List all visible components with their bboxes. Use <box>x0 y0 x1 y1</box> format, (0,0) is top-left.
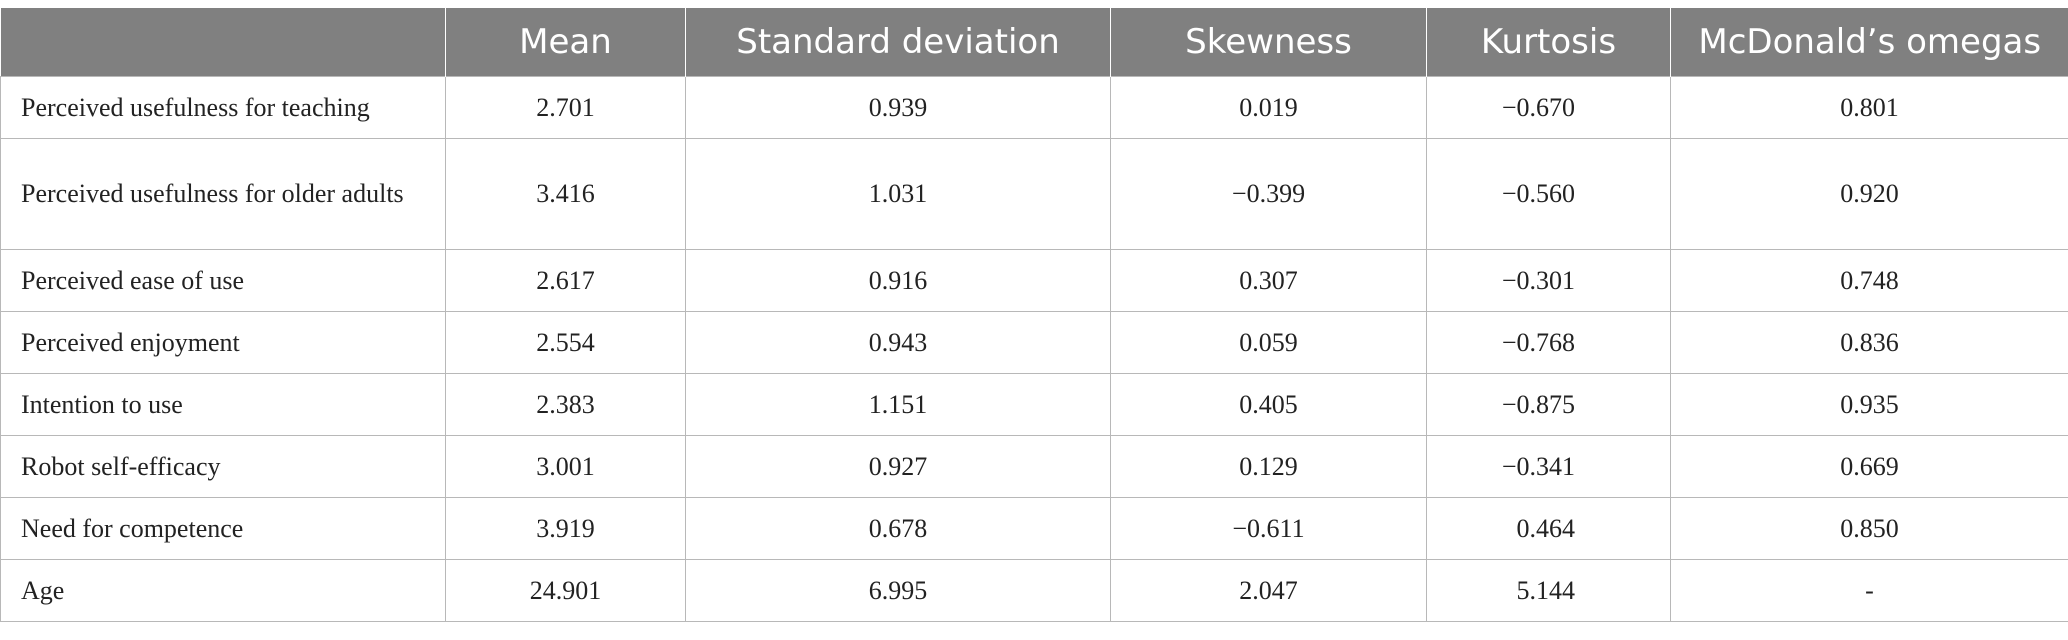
kurtosis-cell: −0.560 <box>1426 138 1671 250</box>
row-label: Age <box>0 559 446 622</box>
table-row: Perceived usefulness for teaching 2.701 … <box>0 76 2068 139</box>
omega-cell: - <box>1670 559 2068 622</box>
mean-cell: 3.416 <box>445 138 686 250</box>
header-cell-skewness: Skewness <box>1110 8 1427 77</box>
omega-cell: 0.669 <box>1670 435 2068 498</box>
header-row: Mean Standard deviation Skewness Kurtosi… <box>0 8 2068 77</box>
table-row: Need for competence 3.919 0.678 −0.611 0… <box>0 497 2068 560</box>
header-cell-mcdonalds-omegas: McDonald’s omegas <box>1670 8 2068 77</box>
omega-cell: 0.801 <box>1670 76 2068 139</box>
header-cell-standard-deviation: Standard deviation <box>685 8 1111 77</box>
kurtosis-cell: −0.670 <box>1426 76 1671 139</box>
skewness-cell: −0.399 <box>1110 138 1427 250</box>
sd-cell: 0.916 <box>685 249 1111 312</box>
table-row: Perceived enjoyment 2.554 0.943 0.059 −0… <box>0 311 2068 374</box>
skewness-cell: 2.047 <box>1110 559 1427 622</box>
mean-cell: 2.701 <box>445 76 686 139</box>
table-row: Perceived usefulness for older adults 3.… <box>0 138 2068 250</box>
table-row: Perceived ease of use 2.617 0.916 0.307 … <box>0 249 2068 312</box>
descriptive-statistics-table: Mean Standard deviation Skewness Kurtosi… <box>0 8 2068 622</box>
sd-cell: 1.151 <box>685 373 1111 436</box>
row-label: Need for competence <box>0 497 446 560</box>
mean-cell: 2.617 <box>445 249 686 312</box>
descriptive-statistics-table-container: Mean Standard deviation Skewness Kurtosi… <box>0 8 2068 622</box>
sd-cell: 0.927 <box>685 435 1111 498</box>
kurtosis-cell: −0.301 <box>1426 249 1671 312</box>
skewness-cell: −0.611 <box>1110 497 1427 560</box>
sd-cell: 0.939 <box>685 76 1111 139</box>
kurtosis-cell: 5.144 <box>1426 559 1671 622</box>
skewness-cell: 0.129 <box>1110 435 1427 498</box>
omega-cell: 0.935 <box>1670 373 2068 436</box>
mean-cell: 2.383 <box>445 373 686 436</box>
omega-cell: 0.748 <box>1670 249 2068 312</box>
skewness-cell: 0.059 <box>1110 311 1427 374</box>
sd-cell: 1.031 <box>685 138 1111 250</box>
omega-cell: 0.836 <box>1670 311 2068 374</box>
table-row: Robot self-efficacy 3.001 0.927 0.129 −0… <box>0 435 2068 498</box>
table-header: Mean Standard deviation Skewness Kurtosi… <box>0 8 2068 77</box>
row-label: Perceived usefulness for older adults <box>0 138 446 250</box>
header-cell-kurtosis: Kurtosis <box>1426 8 1671 77</box>
row-label: Perceived usefulness for teaching <box>0 76 446 139</box>
table-row: Intention to use 2.383 1.151 0.405 −0.87… <box>0 373 2068 436</box>
sd-cell: 0.943 <box>685 311 1111 374</box>
table-row: Age 24.901 6.995 2.047 5.144 - <box>0 559 2068 622</box>
header-cell-mean: Mean <box>445 8 686 77</box>
table-body: Perceived usefulness for teaching 2.701 … <box>0 76 2068 622</box>
kurtosis-cell: −0.768 <box>1426 311 1671 374</box>
mean-cell: 24.901 <box>445 559 686 622</box>
kurtosis-cell: −0.341 <box>1426 435 1671 498</box>
omega-cell: 0.920 <box>1670 138 2068 250</box>
omega-cell: 0.850 <box>1670 497 2068 560</box>
skewness-cell: 0.307 <box>1110 249 1427 312</box>
mean-cell: 2.554 <box>445 311 686 374</box>
header-cell-empty <box>0 8 446 77</box>
row-label: Robot self-efficacy <box>0 435 446 498</box>
row-label: Intention to use <box>0 373 446 436</box>
mean-cell: 3.001 <box>445 435 686 498</box>
skewness-cell: 0.405 <box>1110 373 1427 436</box>
row-label: Perceived enjoyment <box>0 311 446 374</box>
kurtosis-cell: −0.875 <box>1426 373 1671 436</box>
sd-cell: 0.678 <box>685 497 1111 560</box>
mean-cell: 3.919 <box>445 497 686 560</box>
kurtosis-cell: 0.464 <box>1426 497 1671 560</box>
skewness-cell: 0.019 <box>1110 76 1427 139</box>
sd-cell: 6.995 <box>685 559 1111 622</box>
row-label: Perceived ease of use <box>0 249 446 312</box>
